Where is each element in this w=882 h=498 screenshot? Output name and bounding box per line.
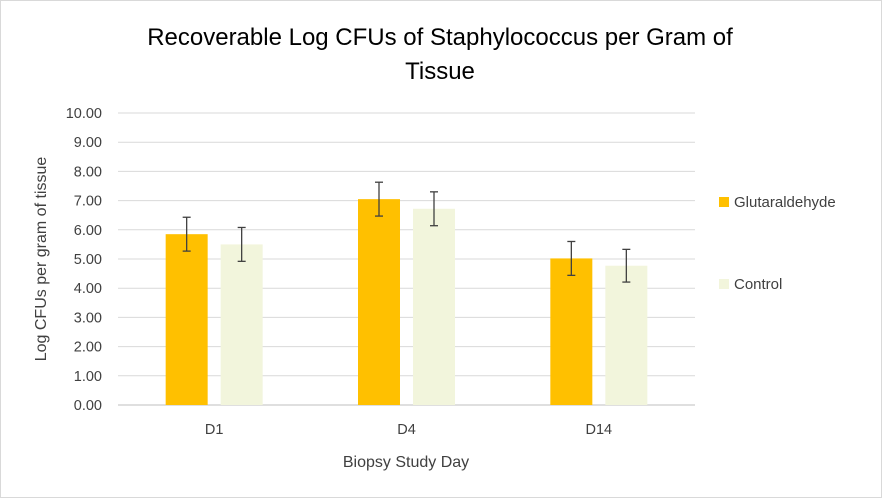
y-tick-label: 9.00 xyxy=(74,135,102,151)
legend-swatch xyxy=(719,197,729,207)
bars xyxy=(165,199,648,405)
legend-swatch xyxy=(719,279,729,289)
legend: Glutaraldehyde Control xyxy=(719,194,836,293)
y-tick-label: 0.00 xyxy=(74,398,102,414)
bar-glutaraldehyde-d4 xyxy=(358,199,400,405)
y-tick-label: 2.00 xyxy=(74,340,102,356)
error-bar xyxy=(182,216,191,252)
y-axis-label: Log CFUs per gram of tissue xyxy=(33,157,50,362)
y-tick-label: 3.00 xyxy=(74,310,102,326)
y-tick-label: 5.00 xyxy=(74,252,102,268)
y-tick-label: 1.00 xyxy=(74,369,102,385)
error-bars xyxy=(182,181,631,283)
bar-control-d14 xyxy=(605,265,648,405)
error-bar xyxy=(622,248,631,283)
chart-title-line-2: Tissue xyxy=(405,58,475,85)
error-bar xyxy=(237,226,246,262)
x-tick-label: D14 xyxy=(586,422,613,438)
x-axis-ticks: D1 D4 D14 xyxy=(205,422,612,438)
x-tick-label: D4 xyxy=(397,422,416,438)
error-bar xyxy=(567,240,576,277)
bar-glutaraldehyde-d1 xyxy=(165,234,208,405)
bar-glutaraldehyde-d14 xyxy=(550,258,593,405)
legend-label: Control xyxy=(734,276,782,293)
legend-label: Glutaraldehyde xyxy=(734,194,836,211)
gridlines xyxy=(118,112,695,406)
y-tick-label: 4.00 xyxy=(74,281,102,297)
y-tick-label: 8.00 xyxy=(74,164,102,180)
x-axis-label: Biopsy Study Day xyxy=(343,454,469,471)
bar-control-d4 xyxy=(413,208,455,405)
x-tick-label: D1 xyxy=(205,422,224,438)
y-tick-label: 7.00 xyxy=(74,194,102,210)
bar-control-d1 xyxy=(220,244,263,405)
y-axis-ticks: 0.00 1.00 2.00 3.00 4.00 5.00 6.00 7.00 8.00 9.00… xyxy=(66,106,102,414)
chart-title-line-1: Recoverable Log CFUs of Staphylococcus p… xyxy=(147,24,733,51)
error-bar xyxy=(430,191,438,227)
error-bar xyxy=(375,181,383,217)
y-tick-label: 10.00 xyxy=(66,106,102,122)
y-tick-label: 6.00 xyxy=(74,223,102,239)
